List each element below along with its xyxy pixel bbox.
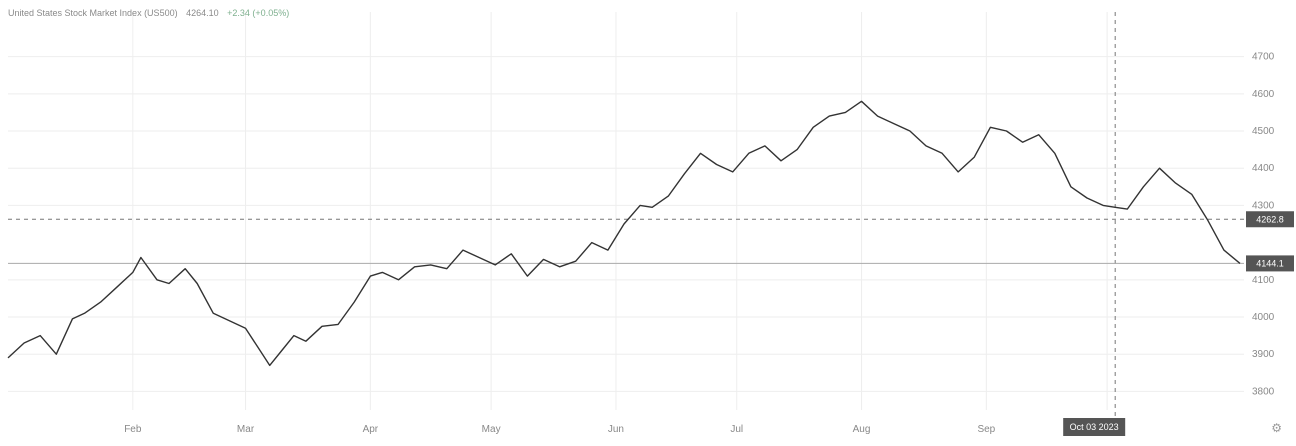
last-price-label: 4144.1 (1256, 258, 1284, 268)
y-tick-label: 4300 (1252, 200, 1275, 211)
crosshair-price-label: 4262.8 (1256, 214, 1284, 224)
x-tick-label: Sep (977, 424, 995, 435)
x-tick-label: Jul (730, 424, 743, 435)
last-price-tag: 4144.1 (1246, 255, 1294, 272)
crosshair (8, 12, 1244, 418)
y-tick-label: 4100 (1252, 275, 1275, 286)
crosshair-time-label: Oct 03 2023 (1070, 422, 1119, 432)
crosshair-price-tag: 4262.8 (1246, 211, 1294, 228)
series-line (7, 100, 1241, 367)
x-tick-label: Aug (853, 424, 871, 435)
y-tick-label: 3900 (1252, 349, 1275, 360)
last-price-value: 4264.10 (186, 8, 219, 18)
y-tick-label: 4500 (1252, 126, 1275, 137)
symbol-name[interactable]: United States Stock Market Index (US500) (8, 8, 178, 18)
gear-icon[interactable]: ⚙ (1271, 421, 1282, 435)
y-tick-label: 4700 (1252, 52, 1275, 63)
x-tick-label: Mar (237, 424, 255, 435)
x-tick-label: Jun (608, 424, 624, 435)
symbol-header: United States Stock Market Index (US500)… (8, 8, 295, 18)
crosshair-price-tag-bg (1246, 211, 1294, 228)
crosshair-time-tag: Oct 03 2023 (1063, 418, 1126, 436)
crosshair-time-tag-bg (1063, 418, 1126, 436)
last-price-tag-bg (1246, 255, 1294, 272)
price-change: +2.34 (+0.05%) (227, 8, 290, 18)
x-axis: FebMarAprMayJunJulAugSepOct (124, 424, 1115, 435)
y-tick-label: 3800 (1252, 386, 1275, 397)
y-tick-label: 4000 (1252, 312, 1275, 323)
y-axis: 3800 3900 4000 4100 4300 4400 4500 4600 4700 (1252, 52, 1275, 398)
y-tick-label: 4600 (1252, 89, 1275, 100)
grid-lines (8, 12, 1244, 410)
x-tick-label: Feb (124, 424, 142, 435)
y-tick-label: 4400 (1252, 163, 1275, 174)
x-tick-label: Apr (363, 424, 379, 435)
x-tick-label: May (482, 424, 501, 435)
